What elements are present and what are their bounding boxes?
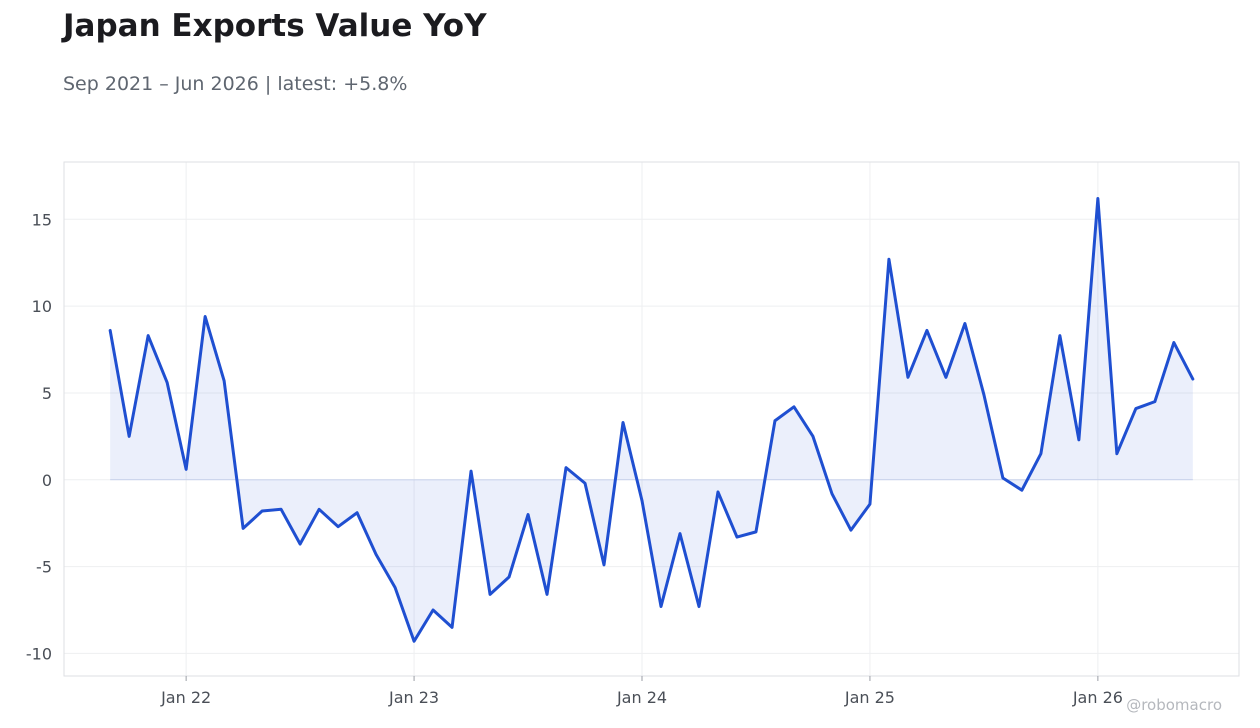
area-fill	[110, 198, 1193, 642]
series-line-group	[108, 196, 1195, 643]
chart-subtitle: Sep 2021 – Jun 2026 | latest: +5.8%	[63, 73, 408, 95]
y-tick-label: 0	[42, 471, 52, 490]
x-axis: Jan 22 Jan 23 Jan 24 Jan 25 Jan 26	[160, 676, 1123, 707]
x-tick-label: Jan 23	[388, 688, 439, 707]
area-fill-group	[110, 198, 1193, 642]
x-tick-label: Jan 26	[1072, 688, 1123, 707]
x-tick-label: Jan 25	[844, 688, 895, 707]
y-tick-label: -5	[36, 558, 52, 577]
y-tick-label: -10	[26, 644, 52, 663]
plot-frame	[63, 161, 1240, 677]
watermark: @robomacro	[1126, 696, 1222, 714]
x-tick-label: Jan 22	[160, 688, 211, 707]
y-tick-label: 15	[32, 210, 52, 229]
grid	[64, 162, 1239, 676]
series-line	[108, 196, 1195, 643]
y-axis: 15 10 5 0 -5 -10	[26, 210, 52, 663]
y-tick-label: 10	[32, 297, 52, 316]
y-tick-label: 5	[42, 384, 52, 403]
chart-title: Japan Exports Value YoY	[63, 8, 487, 44]
x-tick-label: Jan 24	[616, 688, 667, 707]
